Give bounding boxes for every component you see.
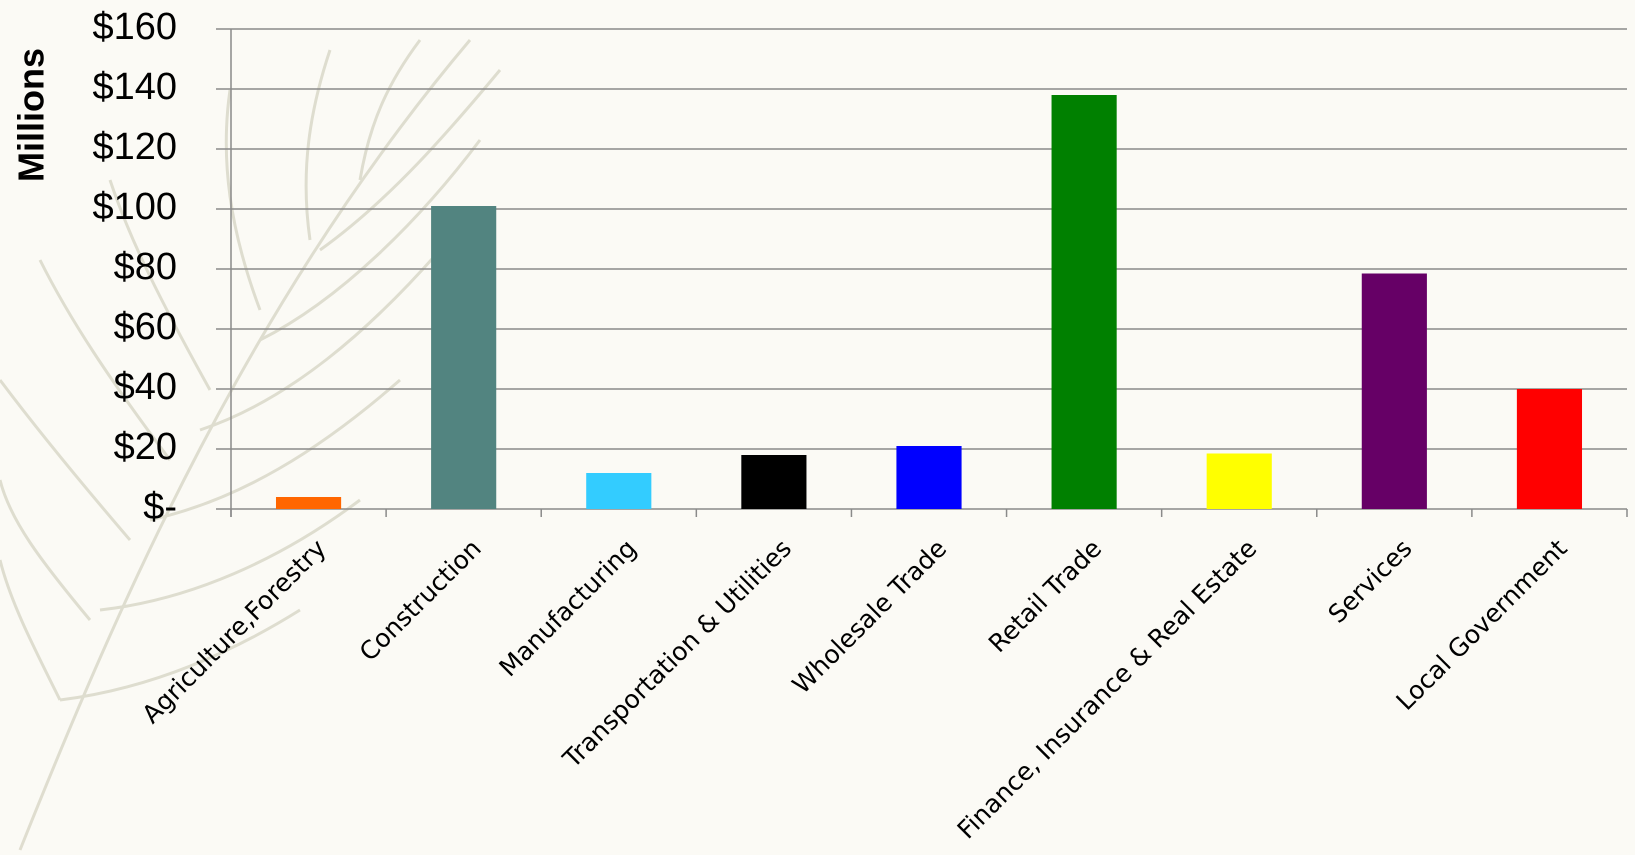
x-tick-label: Wholesale Trade bbox=[787, 534, 953, 700]
y-tick-label: $160 bbox=[92, 6, 177, 48]
bar bbox=[431, 206, 497, 509]
y-tick-label: $20 bbox=[114, 426, 177, 468]
bar bbox=[1206, 453, 1272, 509]
x-tick-label: Construction bbox=[354, 534, 487, 667]
bar bbox=[1051, 95, 1117, 509]
y-axis-label: Millions bbox=[11, 48, 52, 182]
y-tick-label: $40 bbox=[114, 366, 177, 408]
x-tick-label: Agriculture,Forestry bbox=[136, 534, 331, 729]
y-tick-label: $80 bbox=[114, 246, 177, 288]
feather-decoration bbox=[0, 39, 502, 851]
bar bbox=[586, 473, 652, 509]
bar bbox=[1361, 273, 1427, 509]
bar bbox=[896, 446, 962, 509]
bar bbox=[1516, 389, 1583, 509]
bar bbox=[275, 497, 342, 509]
y-tick-label: $100 bbox=[92, 186, 177, 228]
x-tick-label: Manufacturing bbox=[493, 534, 642, 683]
x-tick-label: Finance, Insurance & Real Estate bbox=[952, 534, 1263, 845]
x-tick-label: Services bbox=[1322, 534, 1417, 629]
x-tick-label: Retail Trade bbox=[983, 534, 1107, 658]
y-tick-label: $140 bbox=[92, 66, 177, 108]
x-tick-label: Local Government bbox=[1390, 534, 1572, 716]
y-tick-label: $120 bbox=[92, 126, 177, 168]
bar bbox=[741, 455, 807, 509]
y-tick-label: $60 bbox=[114, 306, 177, 348]
y-tick-label: $- bbox=[143, 486, 177, 528]
